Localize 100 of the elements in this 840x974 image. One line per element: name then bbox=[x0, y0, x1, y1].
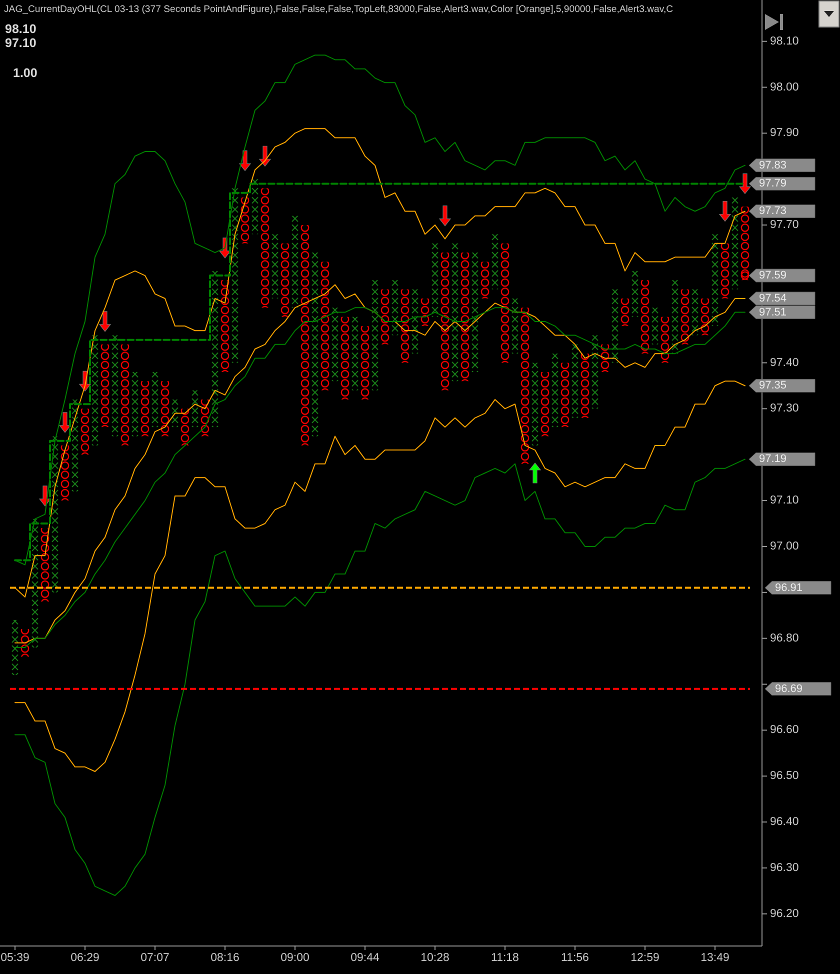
bar bbox=[650, 308, 660, 344]
x-tick-label: 11:56 bbox=[561, 952, 589, 964]
bar bbox=[320, 262, 330, 390]
annotation: 97.10 bbox=[5, 36, 36, 50]
bar bbox=[80, 408, 90, 455]
chart-title: JAG_CurrentDayOHL(CL 03-13 (377 Seconds PointAndFigure),False,False,False,TopLeft,83000,False,Alert3.wav,Color [Orange],5,90000,False,Alert3.wav,C bbox=[4, 4, 674, 15]
bar bbox=[150, 372, 160, 428]
y-tick-label: 96.20 bbox=[770, 908, 799, 920]
x-tick-label: 11:18 bbox=[491, 952, 519, 964]
bar bbox=[620, 298, 630, 326]
bar bbox=[710, 234, 720, 326]
bar bbox=[10, 620, 20, 676]
ref-line-label: 96.91 bbox=[775, 582, 803, 594]
bar bbox=[740, 206, 750, 280]
bar bbox=[560, 362, 570, 428]
bar bbox=[200, 400, 210, 436]
data-label: 97.79 bbox=[759, 178, 787, 190]
x-tick-label: 10:28 bbox=[420, 952, 450, 964]
bar bbox=[100, 344, 110, 428]
bar bbox=[720, 243, 730, 298]
bar bbox=[410, 289, 420, 354]
bar bbox=[360, 326, 370, 400]
data-label: 97.59 bbox=[759, 270, 787, 282]
bar bbox=[580, 354, 590, 418]
y-tick-label: 96.80 bbox=[770, 632, 799, 644]
bar bbox=[90, 335, 100, 446]
bar bbox=[570, 344, 580, 418]
x-tick-label: 07:07 bbox=[140, 952, 170, 964]
bar bbox=[660, 316, 670, 363]
annotation: 98.10 bbox=[5, 22, 36, 36]
x-tick-label: 08:16 bbox=[210, 952, 240, 964]
bar bbox=[430, 243, 440, 317]
bar bbox=[310, 252, 320, 436]
bar bbox=[500, 243, 510, 363]
bar bbox=[350, 316, 360, 390]
bar bbox=[60, 445, 70, 501]
bar bbox=[280, 243, 290, 317]
x-tick-label: 13:49 bbox=[700, 952, 730, 964]
bar bbox=[370, 280, 380, 390]
y-tick-label: 96.40 bbox=[770, 816, 799, 828]
bar bbox=[700, 298, 710, 336]
bar bbox=[520, 308, 530, 464]
data-label: 97.73 bbox=[759, 205, 787, 218]
bar bbox=[220, 280, 230, 372]
bar bbox=[600, 344, 610, 372]
bar bbox=[210, 270, 220, 428]
bar bbox=[340, 316, 350, 400]
bar bbox=[440, 252, 450, 390]
data-label: 97.54 bbox=[759, 292, 787, 304]
bar bbox=[230, 188, 240, 363]
bar bbox=[120, 344, 130, 446]
x-tick-label: 06:29 bbox=[70, 952, 100, 964]
bar bbox=[540, 372, 550, 436]
bar bbox=[420, 298, 430, 326]
bar bbox=[240, 197, 250, 244]
y-tick-label: 96.30 bbox=[770, 862, 799, 874]
bar bbox=[140, 381, 150, 436]
data-label: 97.19 bbox=[759, 453, 787, 466]
bar bbox=[610, 289, 620, 363]
data-label: 97.35 bbox=[759, 380, 787, 392]
bar bbox=[170, 400, 180, 428]
bar bbox=[400, 289, 410, 363]
bar bbox=[550, 354, 560, 428]
bar bbox=[670, 280, 680, 354]
x-tick-label: 09:00 bbox=[280, 952, 310, 964]
y-tick-label: 98.00 bbox=[770, 81, 799, 94]
bar bbox=[110, 335, 120, 436]
y-tick-label: 96.60 bbox=[770, 724, 799, 736]
y-tick-label: 97.40 bbox=[770, 356, 799, 369]
bar bbox=[460, 252, 470, 382]
y-tick-label: 97.90 bbox=[770, 127, 799, 140]
bar bbox=[470, 252, 480, 372]
x-tick-label: 09:44 bbox=[350, 952, 380, 964]
bar bbox=[260, 188, 270, 308]
bar bbox=[160, 381, 170, 436]
x-tick-label: 12:59 bbox=[630, 952, 660, 964]
bar bbox=[380, 289, 390, 344]
bar bbox=[450, 243, 460, 382]
annotation: 1.00 bbox=[13, 66, 38, 80]
bar bbox=[290, 216, 300, 308]
bar bbox=[40, 528, 50, 602]
y-tick-label: 97.00 bbox=[770, 540, 799, 552]
bar bbox=[630, 270, 640, 317]
bar bbox=[390, 280, 400, 336]
y-tick-label: 97.70 bbox=[770, 219, 799, 232]
bar bbox=[20, 629, 30, 657]
data-label: 97.51 bbox=[759, 306, 787, 318]
y-tick-label: 96.50 bbox=[770, 770, 799, 782]
y-tick-label: 98.10 bbox=[770, 35, 799, 48]
bar bbox=[640, 280, 650, 354]
bar bbox=[180, 408, 190, 446]
bar bbox=[330, 308, 340, 382]
data-label: 97.83 bbox=[759, 159, 787, 172]
bar bbox=[730, 197, 740, 290]
bar bbox=[250, 179, 260, 234]
bar bbox=[680, 289, 690, 344]
line-series bbox=[14, 458, 746, 896]
bar bbox=[270, 234, 280, 298]
y-tick-label: 97.10 bbox=[770, 494, 799, 507]
bar bbox=[300, 225, 310, 446]
